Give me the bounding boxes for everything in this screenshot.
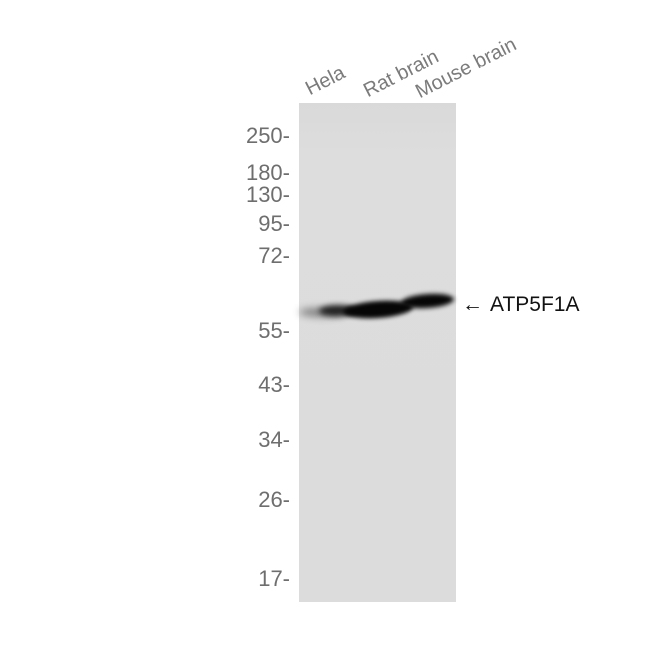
mw-marker-34: 34-: [258, 427, 290, 452]
band-annotation-label: ATP5F1A: [490, 293, 580, 316]
mw-marker-17: 17-: [258, 566, 290, 591]
band-annotation: ← ATP5F1A: [462, 293, 579, 317]
mw-marker-43: 43-: [258, 372, 290, 397]
left-arrow-icon: ←: [462, 293, 483, 316]
mw-marker-55: 55-: [258, 318, 290, 343]
band-mouse-brain: [400, 292, 455, 310]
lane-label-hela: Hela: [302, 61, 349, 100]
gel-membrane: [298, 103, 456, 602]
mw-marker-95: 95-: [258, 211, 290, 236]
mw-marker-250: 250-: [245, 123, 290, 148]
mw-marker-72: 72-: [258, 243, 290, 268]
mw-marker-130: 130-: [245, 182, 290, 207]
mw-marker-26: 26-: [258, 487, 290, 512]
mw-marker-180: 180-: [245, 160, 290, 185]
